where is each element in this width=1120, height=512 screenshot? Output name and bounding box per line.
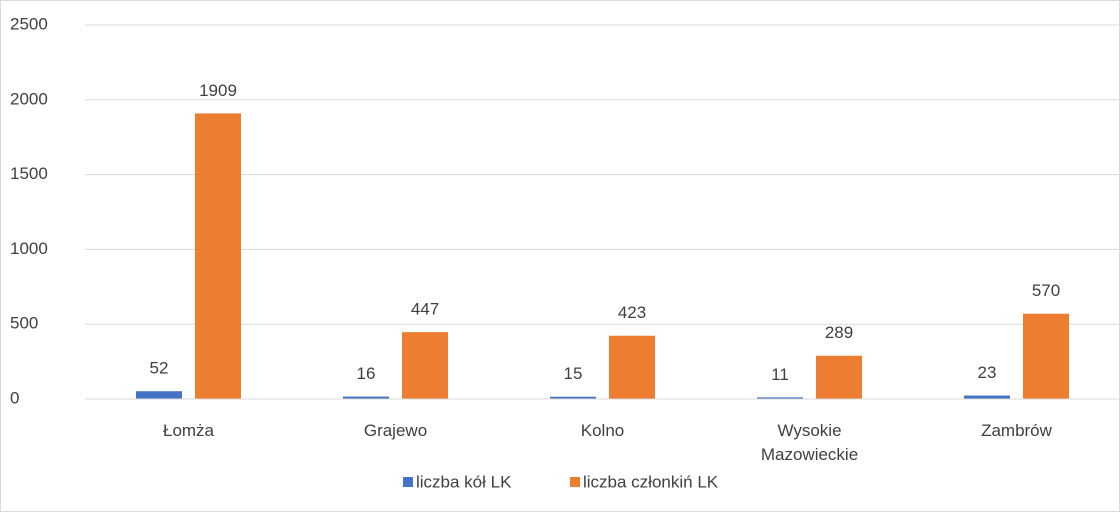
data-label: 447 — [411, 300, 439, 319]
bar — [195, 113, 241, 399]
bar — [609, 335, 655, 399]
y-tick-label: 1000 — [10, 239, 48, 258]
data-label: 11 — [771, 365, 789, 384]
bar — [816, 355, 862, 399]
bar — [402, 332, 448, 399]
data-label: 423 — [618, 303, 646, 322]
y-tick-label: 0 — [10, 388, 19, 407]
bar — [964, 395, 1010, 399]
data-label: 289 — [825, 323, 853, 342]
x-tick-label: Kolno — [580, 421, 625, 440]
legend-label: liczba kół LK — [416, 472, 512, 491]
data-label: 16 — [357, 364, 376, 383]
legend-label: liczba członkiń LK — [583, 472, 719, 491]
legend-swatch — [403, 477, 413, 487]
y-tick-label: 1500 — [10, 164, 48, 183]
x-tick-label: Grajewo — [363, 421, 428, 440]
bar — [136, 391, 182, 399]
y-tick-label: 500 — [10, 314, 38, 333]
data-label: 23 — [978, 363, 997, 382]
x-tick-label: Wysokie Mazowieckie — [760, 421, 859, 464]
data-label: 570 — [1032, 281, 1060, 300]
data-label: 52 — [150, 359, 169, 378]
bar — [343, 396, 389, 399]
x-tick-label: Łomża — [162, 421, 215, 440]
bar — [550, 396, 596, 399]
bar — [757, 397, 803, 399]
bar — [1023, 313, 1069, 399]
data-label: 15 — [564, 364, 583, 383]
y-tick-label: 2500 — [10, 14, 48, 33]
legend-swatch — [570, 477, 580, 487]
x-tick-label: Zambrów — [981, 421, 1052, 440]
data-label: 1909 — [199, 81, 237, 100]
y-tick-label: 2000 — [10, 89, 48, 108]
